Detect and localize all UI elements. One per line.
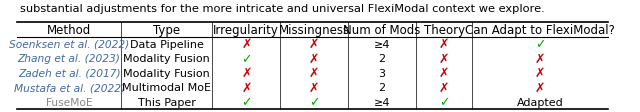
Text: ≥4: ≥4 <box>374 97 390 107</box>
Text: Adapted: Adapted <box>516 97 564 107</box>
Text: This Paper: This Paper <box>138 97 195 107</box>
Text: Data Pipeline: Data Pipeline <box>130 39 204 49</box>
Text: ✗: ✗ <box>439 81 449 94</box>
Text: ✗: ✗ <box>309 81 319 94</box>
Text: Modality Fusion: Modality Fusion <box>123 68 210 78</box>
Text: Can Adapt to FlexiModal?: Can Adapt to FlexiModal? <box>465 24 615 36</box>
Text: ✓: ✓ <box>309 95 319 108</box>
Text: Missingness: Missingness <box>278 24 350 36</box>
Text: Zadeh et al. (2017): Zadeh et al. (2017) <box>18 68 120 78</box>
Text: ≥4: ≥4 <box>374 39 390 49</box>
Text: Theory: Theory <box>424 24 465 36</box>
Text: ✗: ✗ <box>439 52 449 65</box>
Text: ✗: ✗ <box>309 67 319 80</box>
Text: ✗: ✗ <box>241 81 252 94</box>
Text: Type: Type <box>153 24 180 36</box>
Text: Mustafa et al. (2022): Mustafa et al. (2022) <box>13 83 125 93</box>
Text: ✗: ✗ <box>535 67 545 80</box>
Text: 2: 2 <box>379 83 386 93</box>
Text: ✗: ✗ <box>439 38 449 51</box>
Text: 2: 2 <box>379 54 386 64</box>
Text: 3: 3 <box>379 68 386 78</box>
Text: Soenksen et al. (2022): Soenksen et al. (2022) <box>9 39 129 49</box>
Text: ✗: ✗ <box>535 52 545 65</box>
Text: Zhang et al. (2023): Zhang et al. (2023) <box>18 54 120 64</box>
Text: Multimodal MoE: Multimodal MoE <box>122 83 211 93</box>
Text: Method: Method <box>47 24 92 36</box>
Text: ✗: ✗ <box>309 38 319 51</box>
Text: ✓: ✓ <box>241 95 252 108</box>
Text: ✗: ✗ <box>309 52 319 65</box>
Text: ✓: ✓ <box>241 52 252 65</box>
Text: ✗: ✗ <box>241 38 252 51</box>
Text: FuseMoE: FuseMoE <box>46 97 92 107</box>
Text: Irregularity: Irregularity <box>213 24 279 36</box>
Text: ✗: ✗ <box>439 67 449 80</box>
Text: ✗: ✗ <box>535 81 545 94</box>
Text: ✓: ✓ <box>439 95 449 108</box>
Text: Modality Fusion: Modality Fusion <box>123 54 210 64</box>
Text: substantial adjustments for the more intricate and universal FlexiModal context : substantial adjustments for the more int… <box>20 4 545 14</box>
Text: Num of Mods: Num of Mods <box>344 24 421 36</box>
Text: ✓: ✓ <box>535 38 545 51</box>
Text: ✗: ✗ <box>241 67 252 80</box>
